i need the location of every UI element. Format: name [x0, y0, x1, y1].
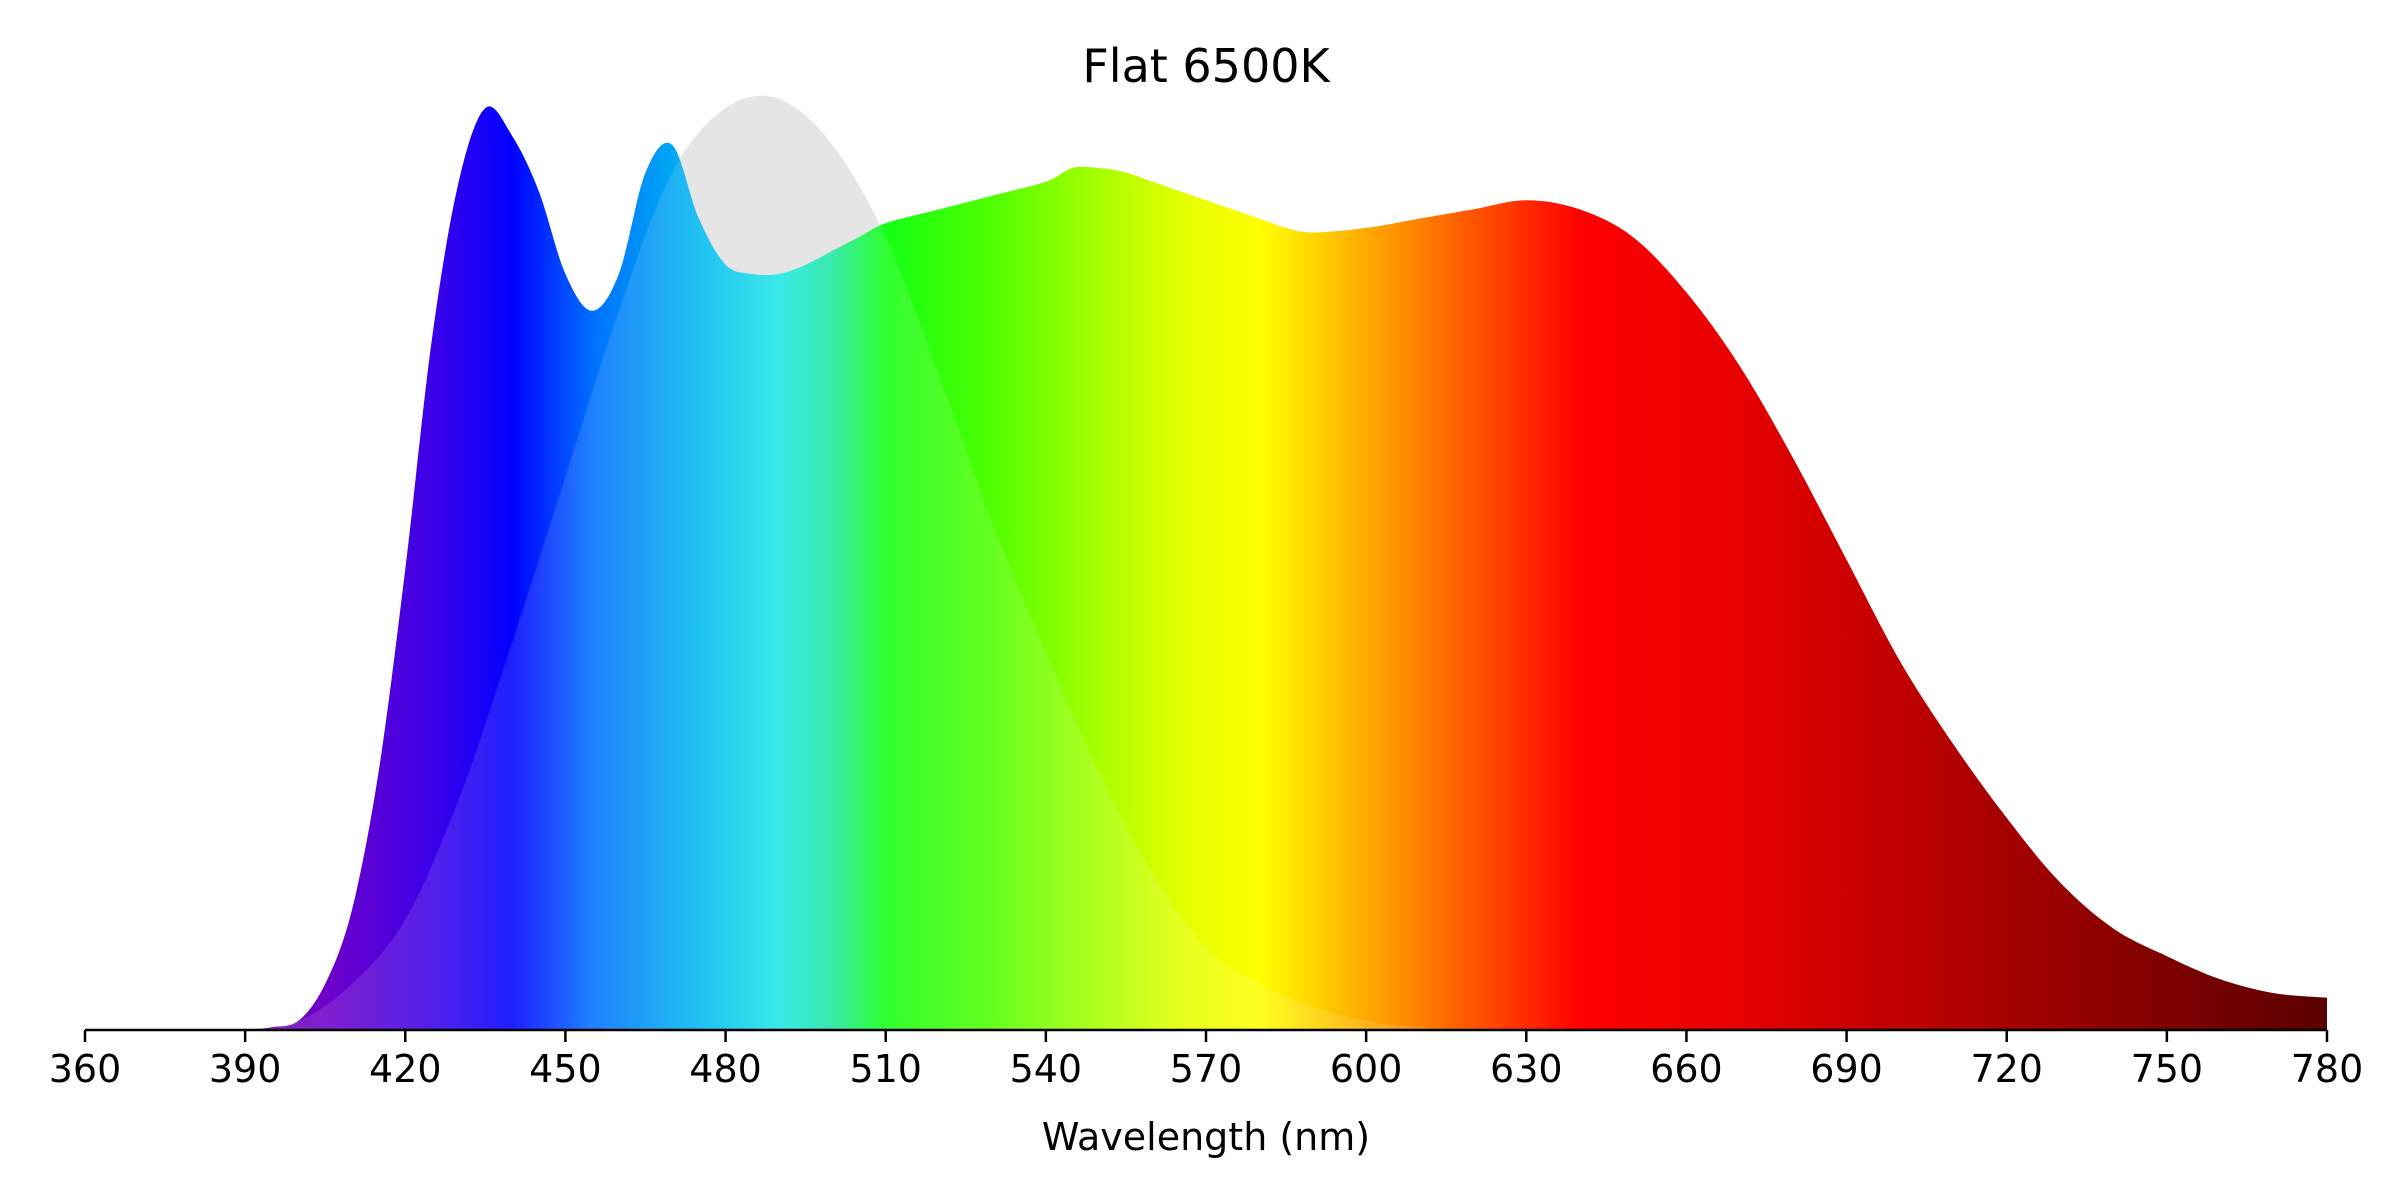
- x-tick-label: 600: [1330, 1047, 1403, 1091]
- x-tick-label: 390: [209, 1047, 282, 1091]
- x-tick-label: 450: [529, 1047, 602, 1091]
- x-tick-label: 510: [849, 1047, 922, 1091]
- reference-curve-overlay: [245, 106, 1473, 1030]
- plot-area: [245, 95, 2327, 1030]
- x-tick-label: 690: [1810, 1047, 1883, 1091]
- spectrum-area: [245, 106, 2327, 1030]
- x-tick-label: 540: [1010, 1047, 1083, 1091]
- x-tick-label: 420: [369, 1047, 442, 1091]
- x-tick-label: 660: [1650, 1047, 1723, 1091]
- x-tick-label: 360: [49, 1047, 122, 1091]
- x-tick-label: 570: [1170, 1047, 1243, 1091]
- x-tick-label: 750: [2131, 1047, 2204, 1091]
- x-axis-ticks: 360 390 420 450 480 510 540 570 600 630 660 690 720 7…: [49, 1030, 2364, 1091]
- x-tick-label: 780: [2291, 1047, 2364, 1091]
- x-tick-label: 480: [689, 1047, 762, 1091]
- x-tick-label: 630: [1490, 1047, 1563, 1091]
- chart-title: Flat 6500K: [1082, 39, 1331, 93]
- x-tick-label: 720: [1970, 1047, 2043, 1091]
- x-axis-label: Wavelength (nm): [1042, 1115, 1370, 1159]
